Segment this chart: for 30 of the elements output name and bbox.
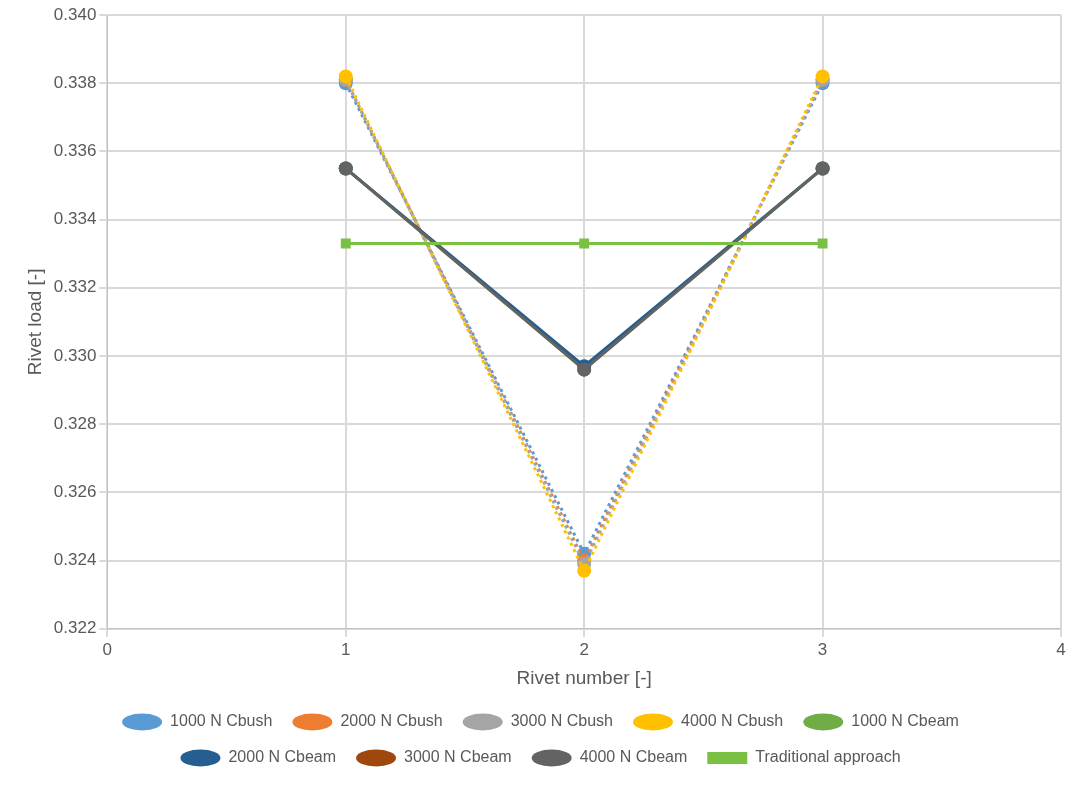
x-tick-label: 3 [817,639,828,659]
y-tick-label: 0.336 [53,141,97,161]
point [340,238,351,249]
legend-label: 1000 N Cbush [170,712,273,730]
y-tick-label: 0.326 [53,482,97,502]
legend-label: 2000 N Cbeam [228,748,337,766]
point [817,238,828,249]
legend-label: Traditional approach [755,748,901,766]
y-tick-label: 0.340 [53,4,97,24]
y-tick-label: 0.330 [53,345,97,365]
point [577,563,592,578]
y-tick-label: 0.334 [53,209,97,229]
legend-label: 3000 N Cbush [510,712,613,730]
x-tick-label: 0 [102,639,113,659]
y-axis-title: Rivet load [-] [23,268,45,376]
y-tick-label: 0.328 [53,413,97,433]
legend-label: 1000 N Cbeam [851,712,959,730]
y-tick-label: 0.322 [53,618,97,638]
legend-label: 3000 N Cbeam [404,748,512,766]
x-tick-label: 2 [579,639,589,659]
x-axis-title: Rivet number [-] [516,666,652,688]
x-tick-label: 4 [1056,639,1066,659]
legend-label: 2000 N Cbush [340,712,443,730]
legend-label: 4000 N Cbeam [579,748,688,766]
x-tick-label: 1 [341,639,351,659]
legend-label: 4000 N Cbush [680,712,784,730]
y-tick-label: 0.338 [53,72,97,92]
y-tick-label: 0.324 [53,550,97,570]
point [579,238,590,249]
y-tick-label: 0.332 [53,277,97,297]
